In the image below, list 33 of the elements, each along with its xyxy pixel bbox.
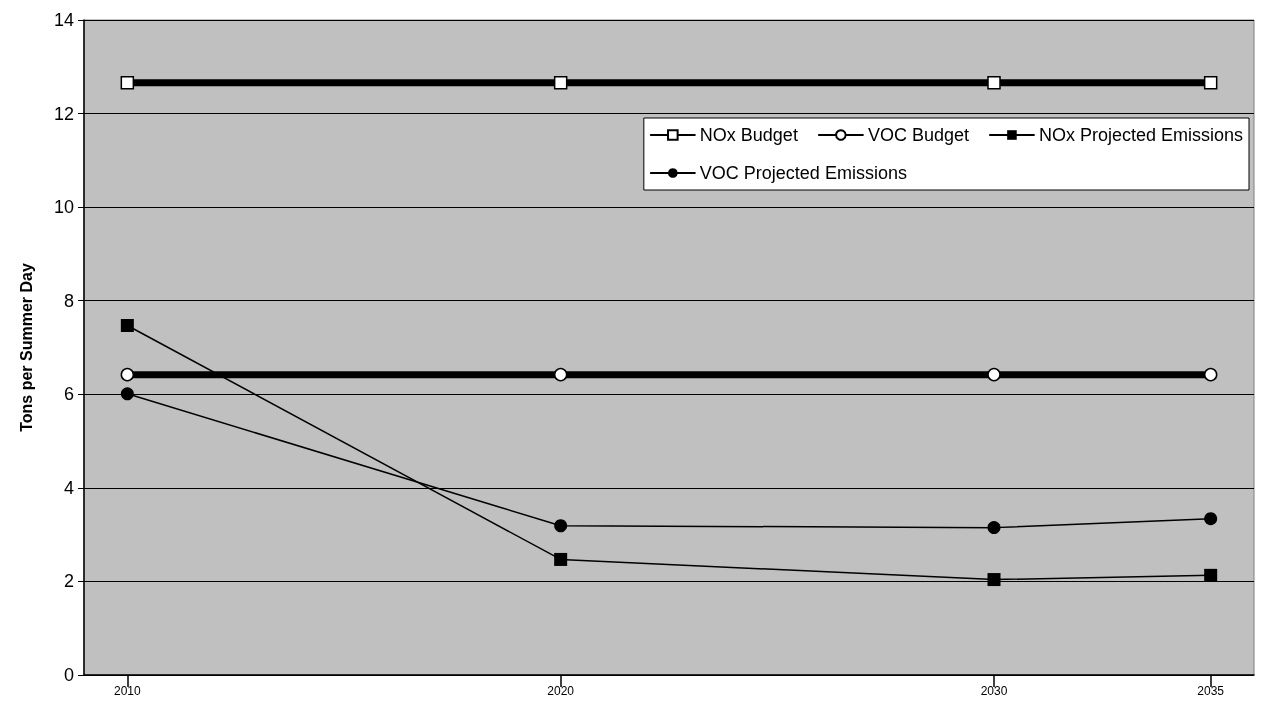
y-tick-label: 6 <box>63 384 74 405</box>
point <box>553 367 568 382</box>
y-tick-label: 12 <box>53 103 74 124</box>
y-tick-label: 0 <box>63 665 74 685</box>
point <box>554 519 568 533</box>
point <box>987 75 1001 90</box>
x-tick-label: 2020 <box>547 684 575 698</box>
y-axis-title: Tons per Summer Day <box>17 263 35 432</box>
point <box>987 521 1001 535</box>
point <box>1203 75 1218 90</box>
y-tick-label: 10 <box>53 197 74 218</box>
point <box>120 387 134 401</box>
legend-label: VOC Projected Emissions <box>699 163 907 183</box>
point <box>987 367 1001 382</box>
point <box>987 573 1001 587</box>
legend-label: VOC Budget <box>867 125 969 145</box>
point <box>120 367 135 382</box>
x-tick-label: 2030 <box>980 684 1008 698</box>
point <box>1204 568 1218 582</box>
x-tick-label: 2035 <box>1197 684 1225 698</box>
y-tick-label: 4 <box>63 477 74 498</box>
legend-label: NOx Projected Emissions <box>1038 125 1244 145</box>
point <box>120 319 134 333</box>
legend-label: NOx Budget <box>699 125 798 145</box>
point <box>120 75 135 90</box>
point <box>554 552 568 566</box>
x-tick-label: 2010 <box>113 684 141 698</box>
y-tick-label: 8 <box>63 290 74 311</box>
point <box>1203 367 1218 382</box>
point <box>553 75 568 90</box>
point <box>1204 512 1218 526</box>
y-tick-label: 2 <box>63 571 74 592</box>
y-tick-label: 14 <box>53 10 74 30</box>
